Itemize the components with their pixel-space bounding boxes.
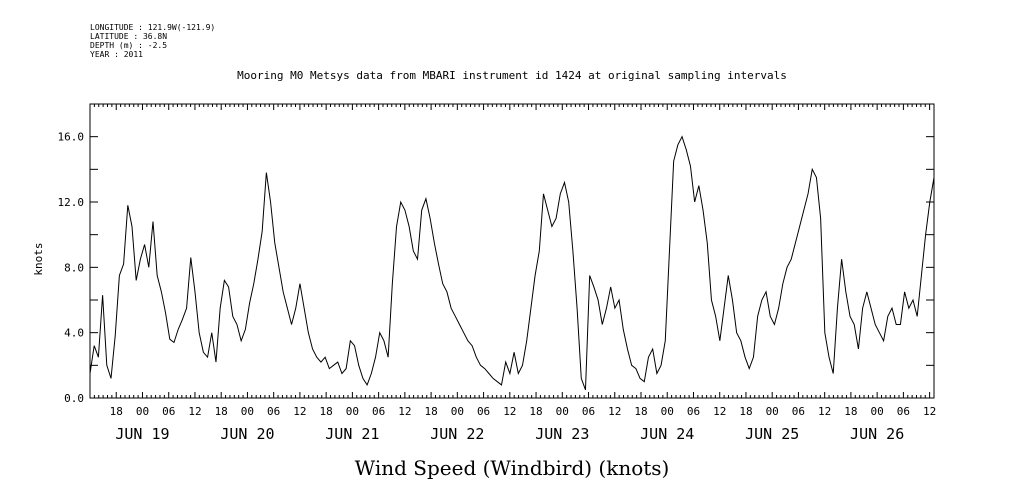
x-tick-label: 00 <box>556 405 569 418</box>
x-tick-label: 18 <box>634 405 647 418</box>
x-tick-label: 12 <box>503 405 516 418</box>
x-day-label: JUN 23 <box>535 425 589 443</box>
x-tick-label: 06 <box>477 405 490 418</box>
metadata-year: YEAR : 2011 <box>90 50 143 59</box>
chart-title: Mooring M0 Metsys data from MBARI instru… <box>237 69 787 82</box>
metadata-latitude: LATITUDE : 36.8N <box>90 32 168 41</box>
y-tick-label: 8.0 <box>64 261 84 274</box>
axis-tick-labels: 0.0 4.0 8.0 12.0 16.0 18 00 06 12 18 00 06 12 18 00 06 1… <box>58 131 937 443</box>
x-tick-label: 00 <box>661 405 674 418</box>
x-tick-label: 12 <box>188 405 201 418</box>
plot-frame <box>89 103 935 399</box>
x-tick-label: 06 <box>162 405 175 418</box>
x-tick-label: 12 <box>713 405 726 418</box>
x-day-label: JUN 24 <box>640 425 694 443</box>
x-day-label: JUN 21 <box>325 425 379 443</box>
x-tick-label: 18 <box>424 405 437 418</box>
metadata-longitude: LONGITUDE : 121.9W(-121.9) <box>90 23 216 32</box>
x-day-label: JUN 19 <box>115 425 169 443</box>
y-axis-label: knots <box>32 242 45 275</box>
x-tick-label: 12 <box>923 405 936 418</box>
x-day-label: JUN 22 <box>430 425 484 443</box>
x-tick-label: 12 <box>293 405 306 418</box>
axis-ticks <box>89 103 935 399</box>
x-tick-label: 18 <box>110 405 123 418</box>
x-day-label: JUN 26 <box>850 425 904 443</box>
x-tick-label: 00 <box>136 405 149 418</box>
y-tick-label: 4.0 <box>64 327 84 340</box>
y-tick-label: 0.0 <box>64 392 84 405</box>
x-tick-label: 00 <box>766 405 779 418</box>
x-tick-label: 00 <box>241 405 254 418</box>
x-tick-label: 06 <box>582 405 595 418</box>
x-tick-label: 18 <box>320 405 333 418</box>
x-tick-label: 06 <box>792 405 805 418</box>
y-tick-label: 16.0 <box>58 131 85 144</box>
x-tick-label: 06 <box>372 405 385 418</box>
x-day-label: JUN 20 <box>220 425 274 443</box>
x-day-label: JUN 25 <box>745 425 799 443</box>
x-tick-label: 12 <box>398 405 411 418</box>
x-tick-label: 18 <box>844 405 857 418</box>
x-tick-label: 12 <box>818 405 831 418</box>
x-tick-label: 18 <box>739 405 752 418</box>
x-axis-label: Wind Speed (Windbird) (knots) <box>355 456 670 480</box>
x-tick-label: 18 <box>215 405 228 418</box>
x-tick-label: 06 <box>687 405 700 418</box>
x-tick-label: 18 <box>529 405 542 418</box>
metadata-depth: DEPTH (m) : -2.5 <box>90 41 168 50</box>
y-tick-label: 12.0 <box>58 196 85 209</box>
x-tick-label: 00 <box>346 405 359 418</box>
x-tick-label: 00 <box>451 405 464 418</box>
x-tick-label: 06 <box>267 405 280 418</box>
series-line-wind-speed <box>89 135 935 391</box>
x-tick-label: 00 <box>871 405 884 418</box>
x-tick-label: 06 <box>897 405 910 418</box>
x-tick-label: 12 <box>608 405 621 418</box>
